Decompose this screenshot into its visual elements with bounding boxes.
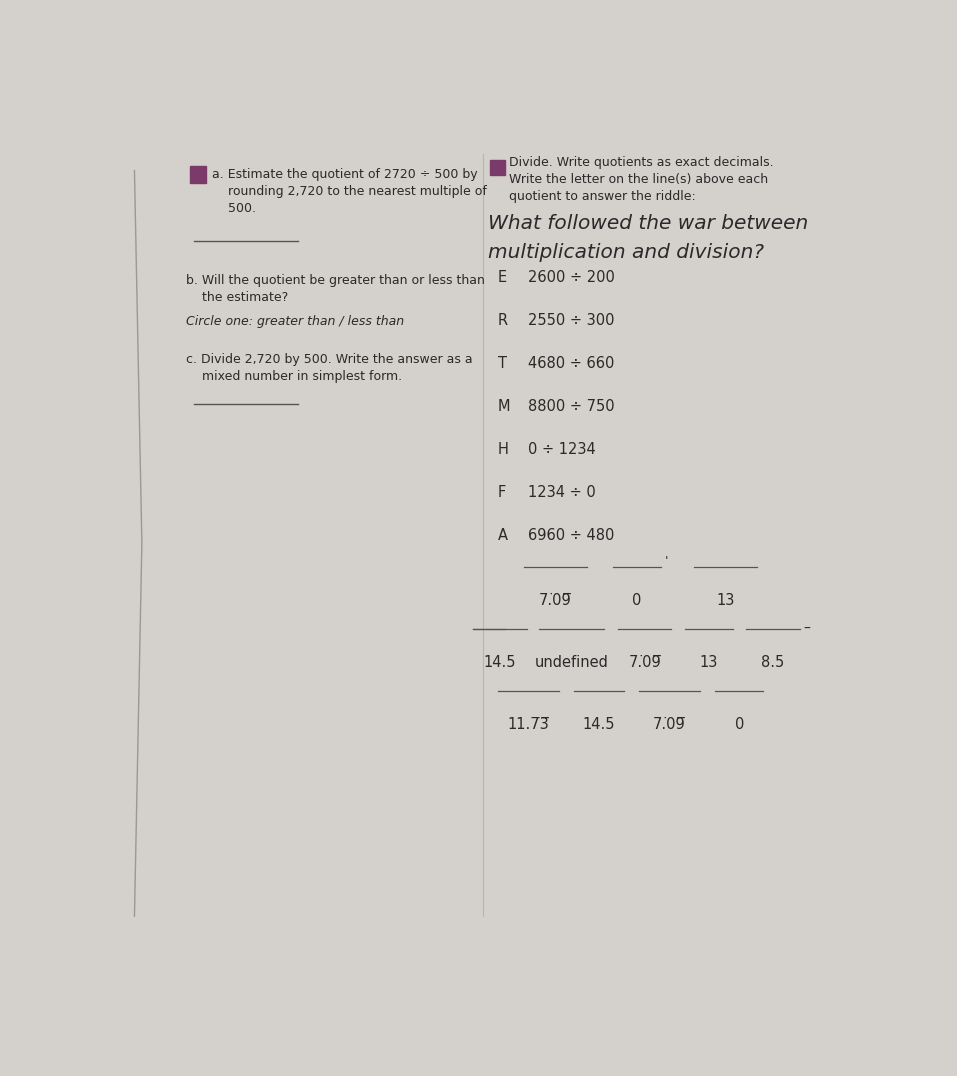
Bar bbox=[491, 159, 505, 174]
Text: 2600 ÷ 200: 2600 ÷ 200 bbox=[527, 270, 614, 285]
Text: 7.͘09̅: 7.͘09̅ bbox=[629, 655, 661, 670]
Text: undefined: undefined bbox=[534, 655, 609, 670]
Text: 7.͘09̅: 7.͘09̅ bbox=[539, 593, 571, 608]
Text: 0: 0 bbox=[735, 718, 744, 733]
Text: b. Will the quotient be greater than or less than
    the estimate?: b. Will the quotient be greater than or … bbox=[187, 274, 485, 305]
Text: H: H bbox=[498, 442, 509, 457]
Text: 13: 13 bbox=[700, 655, 718, 670]
Text: What followed the war between: What followed the war between bbox=[488, 214, 809, 233]
Text: 14.5: 14.5 bbox=[583, 718, 615, 733]
Text: 11.7͘3̅: 11.7͘3̅ bbox=[507, 718, 549, 733]
Text: M: M bbox=[498, 399, 510, 414]
Text: T: T bbox=[498, 356, 507, 371]
Text: Divide. Write quotients as exact decimals.
Write the letter on the line(s) above: Divide. Write quotients as exact decimal… bbox=[509, 156, 773, 203]
Text: E: E bbox=[498, 270, 507, 285]
Text: 14.5: 14.5 bbox=[484, 655, 517, 670]
Text: 0 ÷ 1234: 0 ÷ 1234 bbox=[527, 442, 595, 457]
Text: 8800 ÷ 750: 8800 ÷ 750 bbox=[527, 399, 614, 414]
Text: 2550 ÷ 300: 2550 ÷ 300 bbox=[527, 313, 614, 328]
Text: a. Estimate the quotient of 2720 ÷ 500 by
    rounding 2,720 to the nearest mult: a. Estimate the quotient of 2720 ÷ 500 b… bbox=[212, 168, 487, 215]
Text: 0: 0 bbox=[633, 593, 641, 608]
Text: 1234 ÷ 0: 1234 ÷ 0 bbox=[527, 485, 595, 500]
Bar bbox=[190, 167, 207, 183]
Text: A: A bbox=[498, 528, 508, 543]
Text: 13: 13 bbox=[717, 593, 735, 608]
Text: multiplication and division?: multiplication and division? bbox=[488, 242, 765, 261]
Text: R: R bbox=[498, 313, 508, 328]
Text: ': ' bbox=[665, 555, 668, 568]
Text: 4680 ÷ 660: 4680 ÷ 660 bbox=[527, 356, 614, 371]
Text: Circle one: greater than / less than: Circle one: greater than / less than bbox=[187, 314, 405, 328]
Text: 6960 ÷ 480: 6960 ÷ 480 bbox=[527, 528, 614, 543]
Text: 7.͘09̅: 7.͘09̅ bbox=[653, 718, 685, 733]
Text: 8.5: 8.5 bbox=[762, 655, 785, 670]
Text: F: F bbox=[498, 485, 506, 500]
Text: –: – bbox=[804, 622, 811, 636]
Text: c. Divide 2,720 by 500. Write the answer as a
    mixed number in simplest form.: c. Divide 2,720 by 500. Write the answer… bbox=[187, 353, 473, 383]
